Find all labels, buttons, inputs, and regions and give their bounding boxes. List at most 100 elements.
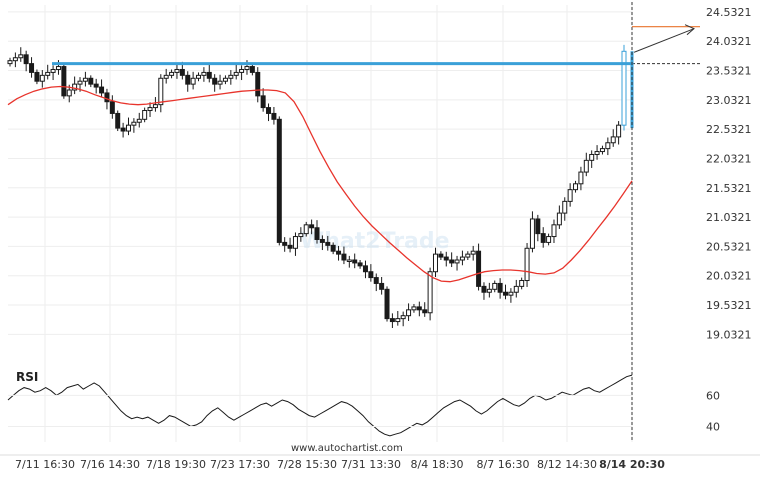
candle — [416, 301, 422, 317]
candle — [109, 95, 115, 119]
candle — [357, 260, 363, 269]
candle — [303, 221, 309, 237]
y-tick-label: 24.0321 — [706, 35, 752, 48]
x-tick-label: 7/16 14:30 — [80, 458, 140, 471]
candle-body — [99, 86, 105, 94]
candle — [556, 205, 562, 229]
rsi-tick-label: 60 — [706, 389, 720, 402]
candle-body — [282, 241, 288, 246]
candle — [276, 116, 282, 246]
candle — [29, 57, 35, 78]
candle — [7, 57, 13, 67]
candle-body — [432, 253, 438, 273]
candle — [190, 71, 196, 90]
candle — [292, 232, 298, 256]
x-tick-label: 8/14 20:30 — [599, 458, 665, 471]
candle — [529, 211, 535, 253]
candle — [185, 71, 191, 92]
candle-body — [185, 74, 191, 85]
candle-body — [314, 227, 320, 240]
x-tick-label: 8/12 14:30 — [537, 458, 597, 471]
candle-body — [120, 127, 126, 132]
candle — [384, 286, 390, 322]
candle-body — [212, 77, 218, 85]
candle — [12, 52, 18, 68]
candle — [330, 242, 336, 255]
candle-body — [556, 212, 562, 226]
candle-body — [93, 83, 99, 88]
candle-body — [470, 250, 476, 255]
candle-body — [465, 253, 471, 258]
moving-average — [7, 85, 633, 283]
candle-body — [529, 218, 535, 249]
candle-body — [287, 244, 293, 249]
x-tick-label: 7/11 16:30 — [15, 458, 75, 471]
candle — [352, 253, 358, 269]
candle-body — [508, 291, 514, 296]
candle-body — [616, 124, 622, 138]
candle — [513, 279, 519, 298]
candle-body — [228, 74, 234, 79]
candle-body — [158, 77, 164, 106]
candle — [389, 313, 395, 328]
candle-body — [443, 256, 449, 261]
candle-body — [303, 224, 309, 235]
candle-body — [540, 233, 546, 243]
candle-body — [34, 71, 40, 82]
candle-body — [503, 291, 509, 296]
candle — [136, 112, 142, 128]
candle — [411, 303, 417, 313]
candle — [438, 251, 444, 260]
candle-body — [50, 68, 56, 73]
candle-body — [292, 236, 298, 249]
candle — [497, 278, 503, 299]
candle — [443, 251, 449, 267]
candle-body — [233, 71, 239, 76]
candle — [362, 260, 368, 279]
candle — [217, 74, 223, 90]
candle-body — [163, 74, 169, 79]
rsi-panel: RSI 60 40 — [7, 370, 720, 437]
y-tick-label: 21.0321 — [706, 211, 752, 224]
candle-body — [276, 118, 282, 243]
candle — [486, 282, 492, 298]
candle — [18, 47, 24, 62]
y-tick-label: 20.5321 — [706, 240, 752, 253]
y-tick-label: 22.0321 — [706, 152, 752, 165]
candle-body — [271, 112, 277, 120]
candle — [341, 246, 347, 265]
candle — [72, 76, 78, 95]
candle-body — [136, 118, 142, 123]
candle — [599, 145, 605, 155]
candle-body — [400, 315, 406, 320]
candle — [222, 75, 228, 85]
candle — [99, 79, 105, 98]
candle-body — [169, 71, 175, 76]
candle-body — [109, 101, 115, 114]
candle-body — [589, 153, 595, 161]
candle — [125, 117, 131, 136]
candle — [319, 235, 325, 251]
candle-body — [190, 77, 196, 85]
candle-body — [298, 233, 304, 238]
candle — [282, 237, 288, 252]
candle-body — [438, 253, 444, 258]
y-tick-label: 23.5321 — [706, 65, 752, 78]
candle-body — [330, 244, 336, 252]
candle — [142, 107, 148, 123]
candle — [93, 78, 99, 94]
x-axis: 7/11 16:30 7/16 14:30 7/18 19:30 7/23 17:30… — [0, 454, 760, 471]
candle-body — [599, 148, 605, 153]
candle-body — [449, 259, 455, 264]
candle-body — [222, 77, 228, 82]
candle-body — [319, 238, 325, 243]
candle-body — [88, 77, 94, 85]
candle-body — [481, 285, 487, 293]
candle — [616, 121, 622, 145]
x-tick-label: 7/28 15:30 — [277, 458, 337, 471]
candle — [88, 75, 94, 88]
candle-body — [373, 277, 379, 284]
ma-line — [7, 85, 633, 283]
